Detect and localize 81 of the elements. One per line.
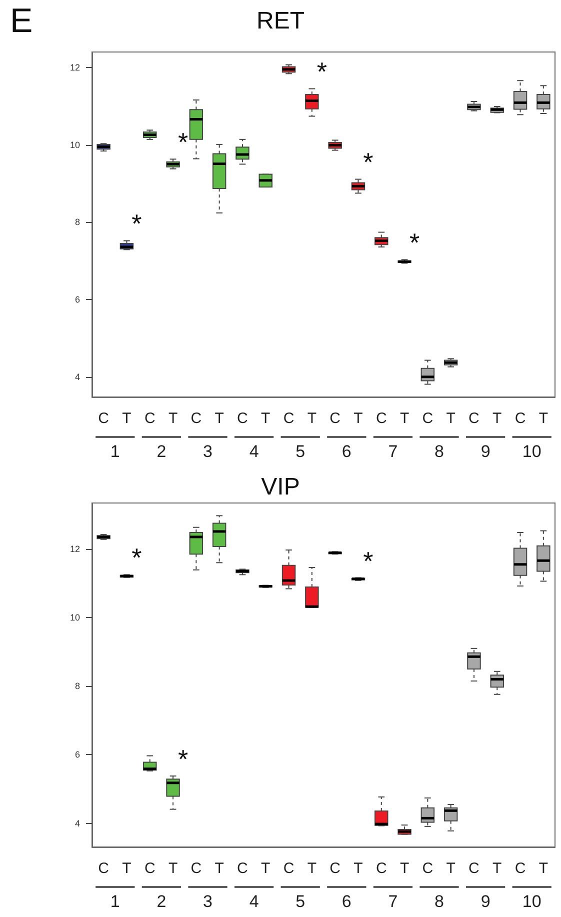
- text: 6: [342, 442, 352, 461]
- x-tick-label: T: [261, 410, 270, 427]
- text: *: [178, 744, 188, 774]
- text: 9: [480, 892, 490, 911]
- text: 6: [342, 892, 352, 911]
- x-tick-label: T: [122, 860, 132, 877]
- x-tick-label: T: [261, 860, 270, 877]
- x-tick-label: C: [468, 860, 480, 877]
- text: 3: [203, 892, 212, 911]
- x-tick-label: C: [237, 410, 248, 427]
- x-tick-label: T: [168, 410, 178, 427]
- text: 2: [156, 892, 166, 911]
- text: E: [10, 2, 33, 40]
- text: 7: [388, 442, 398, 461]
- text: *: [409, 228, 420, 258]
- text: 10: [522, 892, 542, 911]
- x-tick-label: T: [400, 860, 410, 877]
- x-tick-label: C: [422, 410, 434, 427]
- text: 7: [388, 892, 398, 911]
- chart-title: VIP: [261, 474, 300, 500]
- x-tick-label: T: [492, 860, 502, 877]
- x-tick-label: C: [330, 410, 341, 427]
- text: *: [363, 147, 374, 178]
- x-tick-label: C: [283, 860, 294, 877]
- text: *: [316, 56, 327, 87]
- y-tick-label: 10: [70, 612, 80, 623]
- x-tick-label: T: [122, 410, 132, 427]
- x-tick-label: C: [468, 410, 480, 427]
- y-tick-label: 8: [74, 217, 80, 228]
- x-tick-label: C: [98, 860, 110, 877]
- y-tick-label: 6: [74, 750, 80, 760]
- x-tick-label: C: [330, 860, 341, 877]
- x-tick-label: C: [190, 860, 202, 877]
- x-tick-label: T: [354, 410, 363, 427]
- x-tick-label: T: [307, 410, 317, 427]
- y-tick-label: 4: [74, 372, 80, 382]
- x-tick-label: T: [307, 860, 317, 877]
- text: 2: [156, 442, 166, 461]
- x-tick-label: C: [376, 410, 387, 427]
- x-tick-label: T: [446, 410, 456, 427]
- text: 5: [296, 892, 306, 911]
- x-tick-label: T: [214, 860, 224, 877]
- x-tick-label: T: [354, 860, 363, 877]
- x-tick-label: T: [538, 860, 548, 877]
- x-tick-label: C: [514, 410, 526, 427]
- text: 3: [203, 442, 212, 461]
- x-tick-label: C: [514, 860, 526, 877]
- x-tick-label: C: [98, 410, 110, 427]
- x-tick-label: C: [283, 410, 294, 427]
- x-tick-label: T: [214, 410, 224, 427]
- y-tick-label: 12: [70, 544, 80, 554]
- y-tick-label: 12: [70, 62, 80, 72]
- y-tick-label: 8: [74, 681, 80, 692]
- text: 9: [480, 442, 490, 461]
- text: 4: [249, 442, 259, 461]
- text: *: [178, 127, 188, 158]
- y-tick-label: 6: [74, 294, 80, 305]
- x-tick-label: T: [492, 410, 502, 427]
- y-tick-label: 10: [70, 140, 80, 150]
- text: 4: [249, 892, 259, 911]
- chart-title: RET: [256, 8, 305, 34]
- text: 5: [296, 442, 306, 461]
- x-tick-label: C: [422, 860, 434, 877]
- x-tick-label: T: [446, 860, 456, 877]
- text: *: [132, 208, 142, 239]
- text: 10: [522, 442, 542, 461]
- x-tick-label: C: [190, 410, 202, 427]
- x-tick-label: C: [144, 410, 156, 427]
- text: 1: [110, 892, 120, 911]
- text: 1: [110, 442, 120, 461]
- x-tick-label: T: [538, 410, 548, 427]
- y-tick-label: 4: [74, 818, 80, 828]
- text: *: [363, 546, 374, 576]
- x-tick-label: T: [400, 410, 410, 427]
- x-tick-label: C: [237, 860, 248, 877]
- x-tick-label: C: [144, 860, 156, 877]
- x-tick-label: T: [168, 860, 178, 877]
- x-tick-label: C: [376, 860, 387, 877]
- text: 8: [434, 892, 444, 911]
- text: 8: [434, 442, 444, 461]
- text: *: [132, 542, 142, 573]
